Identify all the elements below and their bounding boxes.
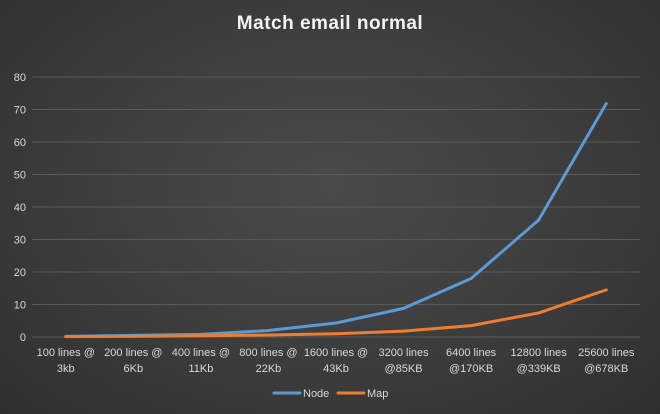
chart-title: Match email normal: [237, 13, 423, 34]
x-tick-label-line: @85KB: [385, 363, 423, 375]
data-point-map: [537, 311, 541, 315]
y-tick-label: 40: [14, 202, 26, 214]
x-tick-label-line: 100 lines @: [37, 347, 95, 359]
x-tick-label-line: 25600 lines: [578, 347, 635, 359]
x-tick-label-line: 12800 lines: [511, 347, 568, 359]
x-tick-label-line: 800 lines @: [239, 347, 297, 359]
x-tick-label-line: 3kb: [57, 363, 75, 375]
y-tick-label: 80: [14, 72, 26, 84]
y-tick-label: 60: [14, 137, 26, 149]
y-tick-label: 20: [14, 267, 26, 279]
x-tick-label: 25600 lines @678KB: [578, 347, 635, 375]
data-point-map: [64, 335, 68, 339]
y-tick-label: 10: [14, 300, 26, 312]
x-tick-label-line: 3200 lines: [378, 347, 429, 359]
legend-label-node: Node: [303, 388, 329, 400]
series-line-node: [64, 102, 608, 338]
y-axis: 0 10 20 30 40 50 60 70 80: [14, 72, 26, 344]
x-tick-label: 1600 lines @ 43Kb: [304, 347, 368, 375]
data-point-map: [402, 329, 406, 333]
x-tick-label-line: @170KB: [449, 363, 493, 375]
x-tick-label-line: @678KB: [584, 363, 628, 375]
x-tick-label: 100 lines @ 3kb: [37, 347, 95, 375]
series-line-map: [64, 288, 608, 339]
data-point-node: [469, 277, 473, 280]
plot-area: [64, 102, 608, 339]
x-tick-label: 200 lines @ 6Kb: [104, 347, 162, 375]
x-tick-label: 3200 lines @85KB: [378, 347, 429, 375]
data-point-map: [469, 324, 473, 328]
data-point-node: [266, 329, 270, 332]
x-tick-label-line: 22Kb: [256, 363, 282, 375]
x-tick-label-line: 6Kb: [124, 363, 144, 375]
x-tick-label-line: 11Kb: [188, 363, 213, 375]
data-point-node: [402, 306, 406, 310]
x-tick-label: 12800 lines @339KB: [511, 347, 568, 375]
x-tick-label: 6400 lines @170KB: [446, 347, 497, 375]
x-tick-label: 800 lines @ 22Kb: [239, 347, 297, 375]
data-point-map: [604, 288, 608, 292]
x-axis: 100 lines @ 3kb 200 lines @ 6Kb 400 lines @ 1…: [37, 347, 635, 375]
y-tick-label: 30: [14, 235, 26, 247]
data-point-node: [334, 321, 338, 325]
x-tick-label-line: 43Kb: [323, 363, 349, 375]
data-point-map: [131, 334, 135, 338]
legend-label-map: Map: [367, 388, 388, 400]
data-point-map: [199, 334, 203, 338]
x-tick-label: 400 lines @ 11Kb: [172, 347, 230, 375]
data-point-map: [334, 332, 338, 336]
x-tick-label-line: @339KB: [517, 363, 561, 375]
y-tick-label: 70: [14, 105, 26, 117]
x-tick-label-line: 200 lines @: [104, 347, 162, 359]
x-tick-label-line: 6400 lines: [446, 347, 497, 359]
data-point-map: [266, 333, 270, 337]
gridlines: [32, 76, 640, 338]
legend: Node Map: [272, 388, 388, 400]
x-tick-label-line: 400 lines @: [172, 347, 230, 359]
data-point-node: [604, 102, 608, 106]
y-tick-label: 50: [14, 170, 26, 182]
x-tick-label-line: 1600 lines @: [304, 347, 368, 359]
data-point-node: [537, 218, 541, 222]
y-tick-label: 0: [20, 332, 26, 344]
